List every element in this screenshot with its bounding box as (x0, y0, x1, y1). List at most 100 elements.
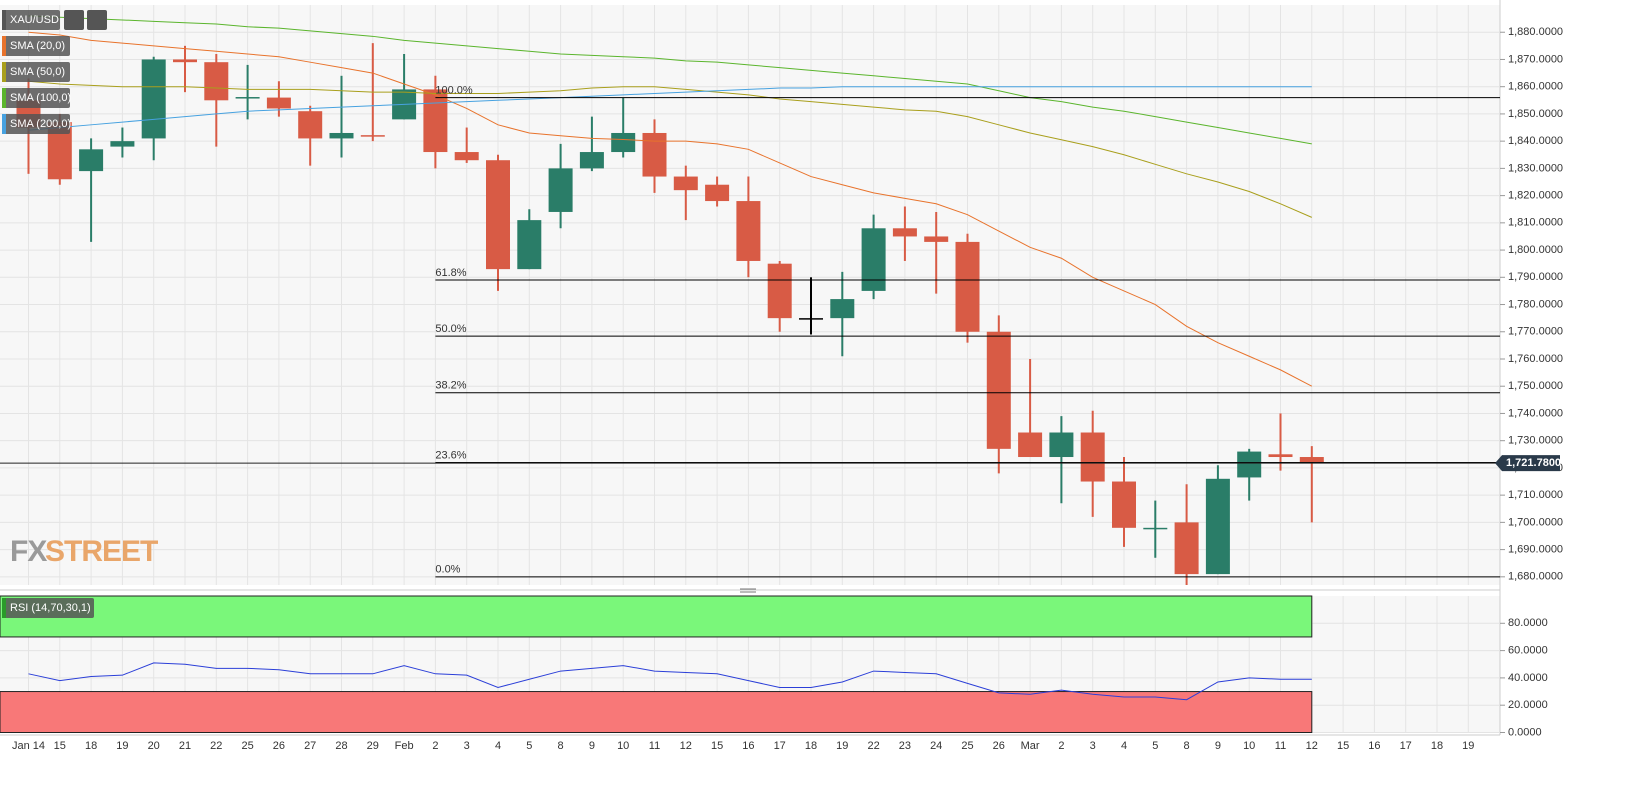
candle-body (423, 89, 448, 153)
x-tick-label: 9 (1215, 740, 1221, 752)
candle-body (1174, 522, 1199, 575)
watermark: STREET (45, 535, 158, 568)
candle-body (235, 97, 260, 99)
candle-body (1018, 432, 1043, 458)
candle-body (1080, 432, 1105, 482)
legend-label: RSI (14,70,30,1) (10, 602, 91, 614)
x-tick-label: 27 (304, 740, 316, 752)
candle-body (1143, 527, 1168, 530)
x-tick-label: 29 (367, 740, 379, 752)
rsi-zone (0, 595, 1313, 638)
candle-body (298, 111, 323, 139)
x-tick-label: 25 (241, 740, 253, 752)
candle-body (360, 135, 385, 137)
fib-label: 61.8% (435, 267, 466, 279)
legend-swatch (2, 62, 6, 82)
x-tick-label: 17 (774, 740, 786, 752)
x-tick-label: 26 (993, 740, 1005, 752)
x-tick-label: 3 (464, 740, 470, 752)
settings-button[interactable] (87, 10, 107, 30)
legend-box (2, 598, 94, 618)
x-tick-label: 26 (273, 740, 285, 752)
legend-box (2, 10, 60, 30)
x-tick-label: 2 (1058, 740, 1064, 752)
candle-body (517, 220, 542, 270)
y-tick-label: 1,690.0000 (1508, 544, 1563, 556)
x-tick-label: 21 (179, 740, 191, 752)
y-tick-label: 1,830.0000 (1508, 162, 1563, 174)
x-tick-label: Jan 14 (12, 740, 45, 752)
x-tick-label: 19 (836, 740, 848, 752)
x-tick-label: 20 (148, 740, 160, 752)
x-tick-label: 19 (1462, 740, 1474, 752)
x-tick-label: 22 (210, 740, 222, 752)
y-tick-label: 1,810.0000 (1508, 217, 1563, 229)
x-tick-label: 8 (1184, 740, 1190, 752)
candle-body (611, 132, 636, 153)
price-label: 1,721.7800 (1506, 457, 1561, 469)
candle-body (1268, 454, 1293, 458)
x-tick-label: 18 (1431, 740, 1443, 752)
candle-body (1049, 432, 1074, 458)
x-tick-label: 23 (899, 740, 911, 752)
sma-line (28, 86, 1312, 131)
x-tick-label: 15 (54, 740, 66, 752)
legend-label: SMA (200,0) (10, 118, 71, 130)
legend-box (2, 36, 70, 56)
x-tick-label: 2 (432, 740, 438, 752)
x-tick-label: 18 (85, 740, 97, 752)
legend-label: SMA (100,0) (10, 92, 71, 104)
candle-body (1112, 481, 1136, 528)
reload-button[interactable] (64, 10, 84, 30)
y-tick-label: 20.0000 (1508, 699, 1548, 711)
candle-body (955, 241, 980, 332)
candle-body (892, 228, 917, 237)
rsi-line (28, 662, 1312, 701)
legend-box (2, 114, 70, 134)
x-tick-label: 10 (1243, 740, 1255, 752)
candle-body (830, 299, 855, 319)
x-tick-label: 12 (1306, 740, 1318, 752)
legend-box (2, 62, 70, 82)
x-tick-label: 18 (805, 740, 817, 752)
fib-label: 100.0% (435, 84, 473, 96)
y-tick-label: 1,740.0000 (1508, 407, 1563, 419)
legend-label: SMA (20,0) (10, 40, 65, 52)
y-tick-label: 1,700.0000 (1508, 516, 1563, 528)
legend-swatch (2, 10, 6, 30)
y-tick-label: 1,750.0000 (1508, 380, 1563, 392)
candle-body (924, 236, 949, 242)
x-tick-label: 10 (617, 740, 629, 752)
candle-body (173, 59, 197, 63)
y-tick-label: 1,760.0000 (1508, 353, 1563, 365)
fib-label: 50.0% (435, 323, 466, 335)
x-tick-label: 15 (711, 740, 723, 752)
y-tick-label: 1,770.0000 (1508, 326, 1563, 338)
candle-body (579, 152, 604, 169)
candle-body (705, 184, 730, 202)
candle-body (548, 168, 573, 212)
legend-swatch (2, 598, 6, 618)
legend-swatch (2, 88, 6, 108)
candle-body (767, 263, 792, 319)
watermark: FX (10, 535, 47, 568)
x-tick-label: 15 (1337, 740, 1349, 752)
legend-label: SMA (50,0) (10, 66, 65, 78)
legend-label: XAU/USD (10, 14, 59, 26)
x-tick-label: 8 (558, 740, 564, 752)
price-badge (1495, 455, 1560, 472)
fib-label: 0.0% (435, 564, 460, 576)
candle-body (861, 228, 886, 291)
y-tick-label: 40.0000 (1508, 672, 1548, 684)
y-tick-label: 1,880.0000 (1508, 26, 1563, 38)
candle-body (486, 160, 510, 270)
candle-body (266, 97, 291, 109)
candle-body (110, 141, 135, 147)
candle-body (799, 318, 823, 320)
x-tick-label: 19 (116, 740, 128, 752)
x-tick-label: 11 (1275, 740, 1286, 752)
sma-line (28, 80, 1312, 218)
x-tick-label: 17 (1400, 740, 1412, 752)
